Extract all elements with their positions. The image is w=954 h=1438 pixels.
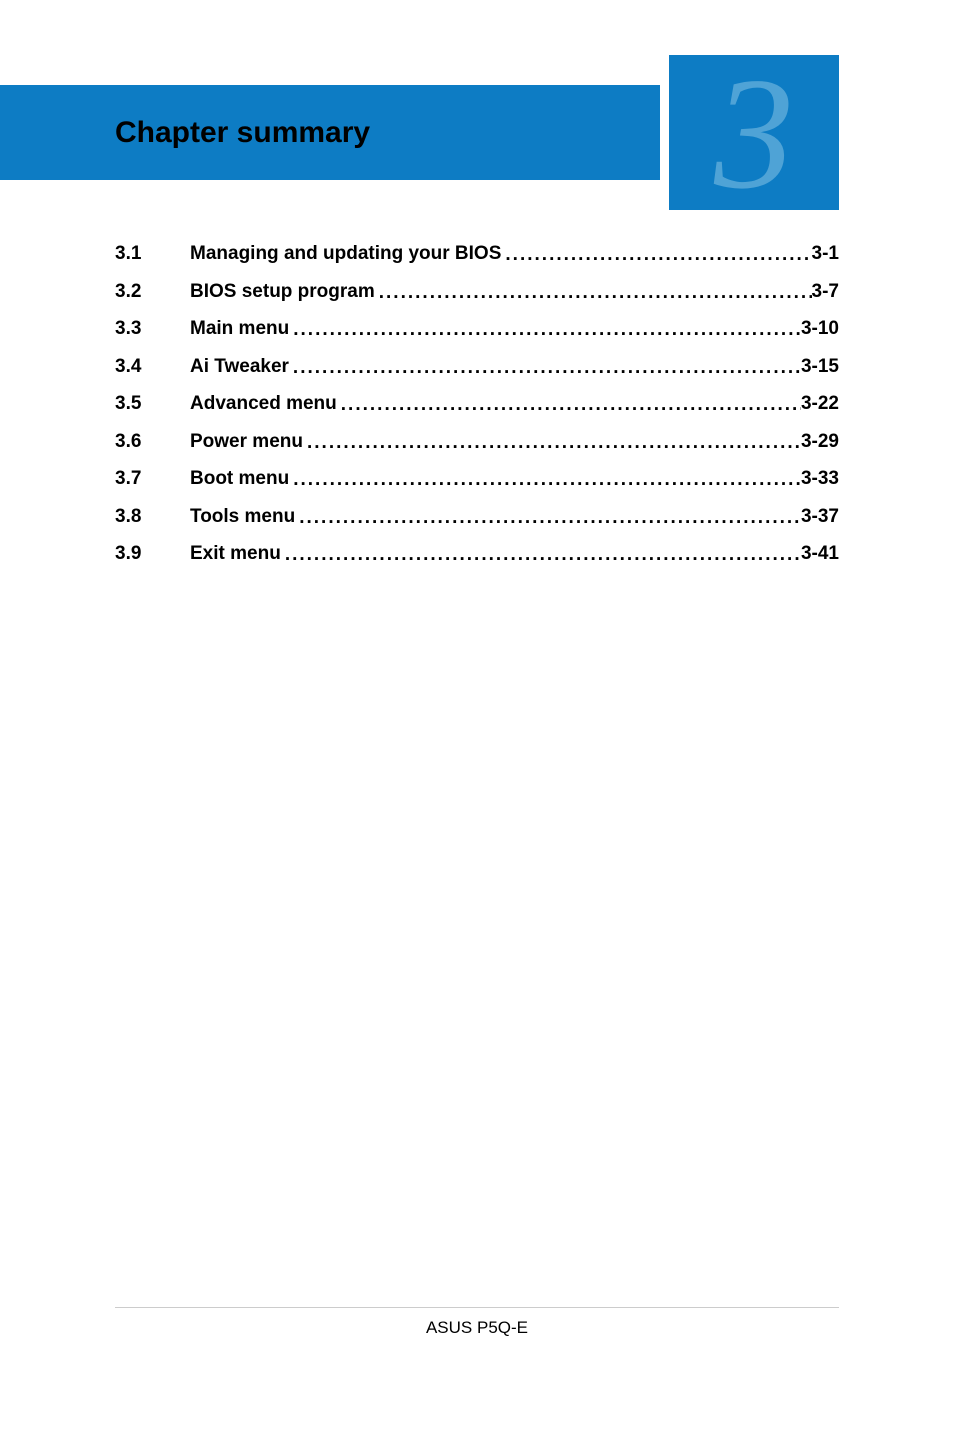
toc-entry: 3.9Exit menu 3-41 xyxy=(115,540,839,569)
chapter-number: 3 xyxy=(714,53,794,213)
toc-section-number: 3.7 xyxy=(115,465,190,494)
toc-page-number: 3-22 xyxy=(801,390,839,419)
toc-entry: 3.3Main menu 3-10 xyxy=(115,315,839,344)
toc-leader-dots xyxy=(375,279,812,308)
toc-title: Managing and updating your BIOS xyxy=(190,240,501,269)
toc-entry: 3.5Advanced menu 3-22 xyxy=(115,390,839,419)
toc-title: Main menu xyxy=(190,315,289,344)
toc-title: Boot menu xyxy=(190,465,289,494)
toc-section-number: 3.9 xyxy=(115,540,190,569)
toc-entry: 3.4Ai Tweaker 3-15 xyxy=(115,353,839,382)
toc-leader-dots xyxy=(289,354,801,383)
toc-entry: 3.2BIOS setup program 3-7 xyxy=(115,278,839,307)
chapter-summary-title: Chapter summary xyxy=(115,116,370,150)
toc-leader-dots xyxy=(501,241,811,270)
toc-title: Advanced menu xyxy=(190,390,337,419)
toc-entry: 3.6Power menu 3-29 xyxy=(115,428,839,457)
toc-title: Exit menu xyxy=(190,540,281,569)
toc-entry: 3.7Boot menu 3-33 xyxy=(115,465,839,494)
toc-section-number: 3.3 xyxy=(115,315,190,344)
toc-section-number: 3.8 xyxy=(115,503,190,532)
toc-section-number: 3.5 xyxy=(115,390,190,419)
chapter-banner: Chapter summary 3 xyxy=(0,0,954,200)
toc-leader-dots xyxy=(295,504,801,533)
toc-section-number: 3.2 xyxy=(115,278,190,307)
toc-page-number: 3-1 xyxy=(812,240,839,269)
toc-leader-dots xyxy=(303,429,801,458)
toc-page-number: 3-33 xyxy=(801,465,839,494)
toc-section-number: 3.6 xyxy=(115,428,190,457)
footer-divider xyxy=(115,1307,839,1308)
toc-page-number: 3-7 xyxy=(812,278,839,307)
table-of-contents: 3.1Managing and updating your BIOS 3-1 3.2… xyxy=(115,240,839,578)
footer-text: ASUS P5Q-E xyxy=(0,1318,954,1338)
toc-page-number: 3-37 xyxy=(801,503,839,532)
toc-page-number: 3-29 xyxy=(801,428,839,457)
toc-leader-dots xyxy=(289,466,801,495)
toc-section-number: 3.1 xyxy=(115,240,190,269)
toc-title: Ai Tweaker xyxy=(190,353,289,382)
toc-page-number: 3-15 xyxy=(801,353,839,382)
banner-bar: Chapter summary xyxy=(0,85,660,180)
chapter-number-box: 3 xyxy=(669,55,839,210)
toc-section-number: 3.4 xyxy=(115,353,190,382)
toc-page-number: 3-41 xyxy=(801,540,839,569)
toc-entry: 3.8Tools menu 3-37 xyxy=(115,503,839,532)
toc-entry: 3.1Managing and updating your BIOS 3-1 xyxy=(115,240,839,269)
toc-title: BIOS setup program xyxy=(190,278,375,307)
toc-page-number: 3-10 xyxy=(801,315,839,344)
toc-leader-dots xyxy=(289,316,801,345)
toc-title: Tools menu xyxy=(190,503,295,532)
toc-leader-dots xyxy=(281,541,801,570)
toc-title: Power menu xyxy=(190,428,303,457)
toc-leader-dots xyxy=(337,391,801,420)
